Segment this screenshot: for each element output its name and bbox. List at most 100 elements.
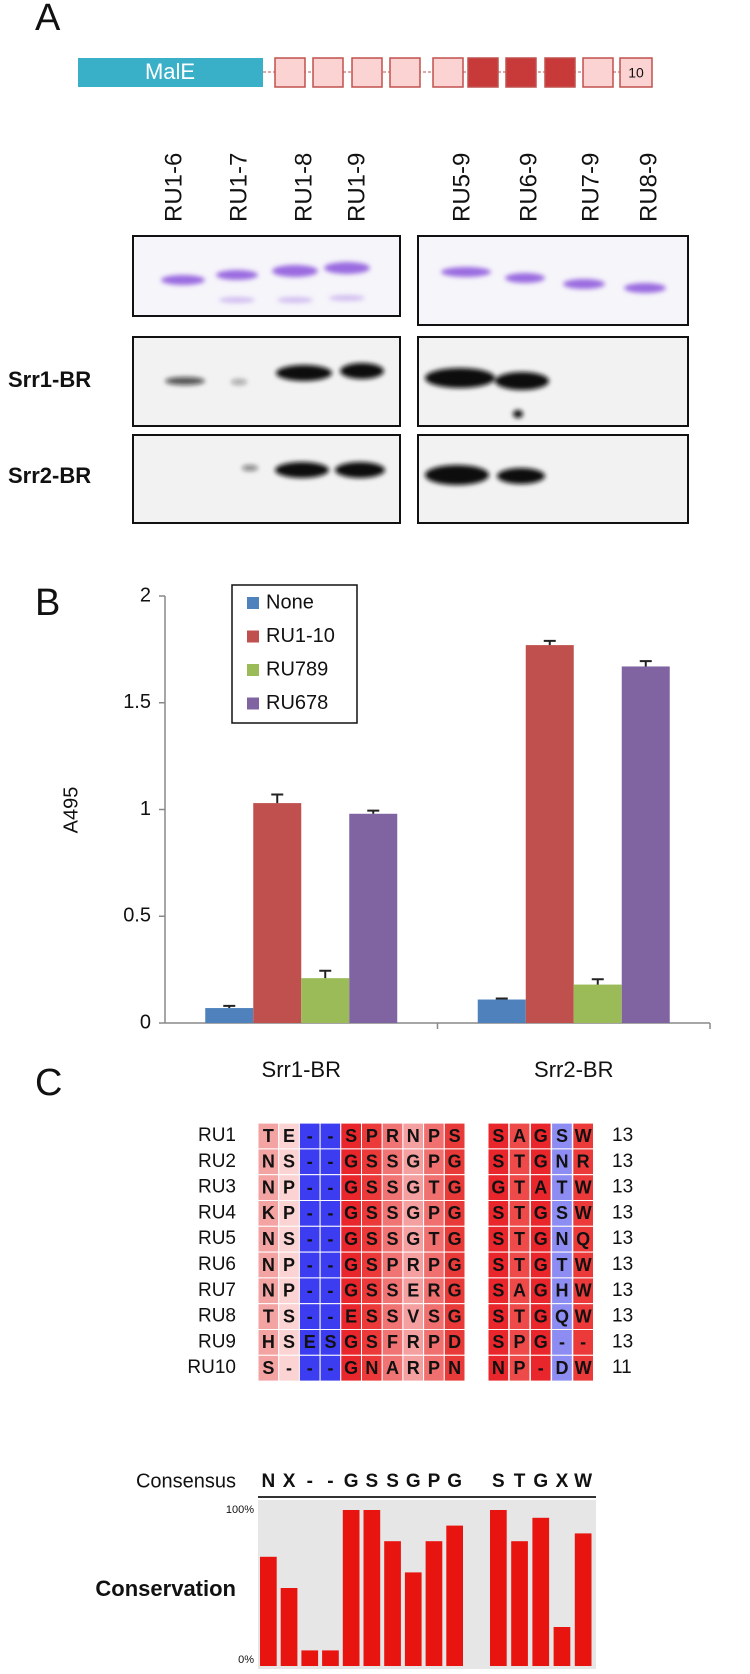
repeat-box [274, 57, 306, 88]
residue: G [491, 1177, 505, 1197]
western-blot [132, 434, 401, 524]
residue: P [428, 1152, 440, 1172]
residue: - [327, 1126, 333, 1146]
residue: S [492, 1281, 504, 1301]
legend: None RU1-10 RU789 RU678 [231, 584, 358, 724]
residue: D [555, 1358, 568, 1378]
legend-label: RU678 [266, 692, 328, 714]
conservation-bar [574, 1533, 592, 1666]
residue: G [448, 1281, 462, 1301]
conservation-bar [280, 1588, 298, 1666]
residue: - [580, 1332, 586, 1352]
bar [621, 666, 670, 1023]
legend-swatch [247, 664, 259, 676]
residue-count: 11 [612, 1357, 632, 1378]
bar [349, 813, 398, 1023]
residue-count: 13 [612, 1280, 633, 1301]
residue: S [366, 1281, 378, 1301]
residue-count: 13 [612, 1177, 633, 1198]
consensus-residue: S [492, 1471, 505, 1492]
residue: K [262, 1203, 275, 1223]
residue: W [575, 1306, 592, 1326]
error-bar [319, 969, 332, 979]
residue: P [283, 1203, 295, 1223]
residue: T [514, 1255, 525, 1275]
residue: F [387, 1332, 398, 1352]
residue: - [327, 1281, 333, 1301]
residue: S [283, 1332, 295, 1352]
residue: S [366, 1332, 378, 1352]
residue: - [307, 1152, 313, 1172]
residue: R [386, 1126, 399, 1146]
bar [301, 978, 350, 1023]
residue: R [427, 1281, 440, 1301]
repeat-box [619, 57, 653, 88]
lane-label: RU1-7 [225, 153, 252, 222]
residue: G [344, 1203, 358, 1223]
residue: W [575, 1358, 592, 1378]
conservation-bar [384, 1541, 401, 1666]
residue: P [514, 1358, 526, 1378]
legend-swatch [247, 630, 259, 643]
male-domain [78, 58, 263, 87]
residue: T [514, 1177, 525, 1197]
bar-chart: 0 0.5 1 1.5 2 Srr1-BR Srr2-BR None RU1-10 RU789 RU… [123, 584, 711, 1082]
residue: G [406, 1152, 420, 1172]
residue: S [283, 1306, 295, 1326]
conservation-bar [553, 1627, 571, 1666]
residue: G [448, 1255, 462, 1275]
residue: S [366, 1306, 378, 1326]
repeat-units [274, 57, 653, 88]
row-label: RU3 [198, 1177, 236, 1198]
residue-cell [443, 1354, 466, 1382]
residue: S [283, 1152, 295, 1172]
bar [253, 803, 302, 1023]
consensus-residue: N [261, 1471, 275, 1492]
conservation-label: Conservation [95, 1576, 236, 1601]
blot-label: Srr1-BR [8, 367, 91, 392]
residue: Q [576, 1229, 590, 1249]
residue: N [262, 1281, 275, 1301]
lane-label: RU7-9 [577, 153, 604, 222]
row-label: RU9 [198, 1331, 236, 1352]
residue: - [307, 1203, 313, 1223]
consensus-residue: G [344, 1471, 359, 1492]
residue: S [492, 1152, 504, 1172]
residue: G [448, 1229, 462, 1249]
residue: E [283, 1126, 295, 1146]
y-tick-label: 0.5 [123, 905, 151, 927]
row-label: RU7 [198, 1280, 236, 1301]
residue: - [307, 1358, 313, 1378]
residue: P [428, 1126, 440, 1146]
legend-label: None [266, 591, 314, 613]
row-label: RU2 [198, 1151, 236, 1172]
coomassie-gel [417, 235, 689, 326]
conservation-bar [425, 1541, 443, 1666]
residue: G [344, 1229, 358, 1249]
row-label: RU6 [198, 1254, 236, 1275]
residue: G [534, 1152, 548, 1172]
residue: G [406, 1229, 420, 1249]
residue-cell [572, 1354, 594, 1382]
residue: - [307, 1306, 313, 1326]
error-bar [367, 809, 380, 814]
lane-label: RU1-6 [160, 153, 187, 222]
lane-label: RU8-9 [635, 153, 662, 222]
residue: T [514, 1306, 525, 1326]
residue: A [534, 1177, 547, 1197]
residue-count: 13 [612, 1331, 633, 1352]
residue: - [327, 1203, 333, 1223]
bar [573, 984, 622, 1023]
residue: D [448, 1332, 461, 1352]
error-bar [591, 978, 604, 985]
residue-count: 13 [612, 1202, 633, 1223]
repeat-number: 10 [628, 65, 644, 81]
residue: T [263, 1306, 274, 1326]
residue: W [575, 1126, 592, 1146]
residue: G [534, 1306, 548, 1326]
residue-count: 13 [612, 1254, 633, 1275]
conservation-bar [342, 1510, 360, 1666]
conservation-bar [532, 1517, 550, 1666]
residue: G [448, 1152, 462, 1172]
residue: P [428, 1358, 440, 1378]
